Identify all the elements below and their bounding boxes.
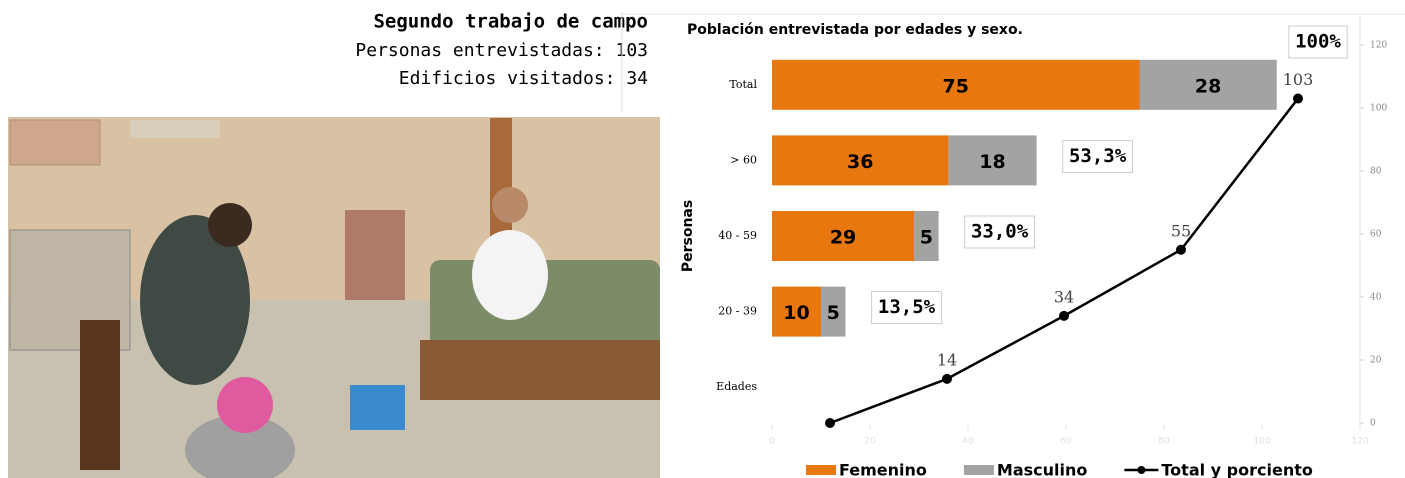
legend-label: Total y porciento	[1161, 461, 1312, 478]
photo-toy	[350, 385, 405, 430]
photo-sofa-frame	[420, 340, 660, 400]
bar-label: 18	[979, 151, 1005, 173]
x-tick-label: 60	[1060, 437, 1072, 447]
photo-person	[472, 230, 548, 320]
y-tick-label: Total	[729, 78, 757, 91]
bar-label: 75	[943, 75, 969, 97]
legend-marker	[1137, 466, 1145, 474]
header-title: Segundo trabajo de campo	[373, 11, 648, 33]
line-label: 14	[937, 350, 957, 369]
y-axis-title: Personas	[680, 200, 696, 272]
page: Segundo trabajo de campo Personas entrev…	[0, 0, 1405, 478]
bar-label: 10	[783, 302, 809, 324]
photo-chair	[80, 320, 120, 470]
bar-label: 5	[920, 227, 933, 249]
annotation: 100%	[1295, 31, 1341, 53]
header-line: Edificios visitados: 34	[399, 68, 648, 89]
chart-title: Población entrevistada por edades y sexo…	[687, 22, 1023, 38]
header-line: Personas entrevistadas: 103	[355, 40, 648, 61]
y2-tick-label: 20	[1370, 356, 1382, 366]
y2-tick-label: 80	[1370, 167, 1382, 177]
annotation: 53,3%	[1069, 145, 1127, 167]
y-tick-label: > 60	[730, 153, 757, 166]
photo-person-head	[208, 203, 252, 247]
line-point	[1059, 311, 1069, 321]
photo-frame	[10, 120, 100, 165]
y2-tick-label: 40	[1370, 293, 1382, 303]
line-label: 103	[1283, 70, 1314, 89]
line-point	[1293, 94, 1303, 104]
annotation: 33,0%	[971, 221, 1029, 243]
screen: Segundo trabajo de campo Personas entrev…	[0, 0, 1405, 478]
x-tick-label: 0	[769, 437, 775, 447]
x-tick-label: 40	[962, 437, 974, 447]
x-tick-label: 100	[1253, 437, 1270, 447]
photo	[8, 117, 660, 478]
legend-swatch	[806, 465, 836, 475]
bar-label: 36	[847, 151, 873, 173]
line-label: 34	[1054, 287, 1074, 306]
y-tick-label: 40 - 59	[718, 229, 757, 242]
line-point	[942, 374, 952, 384]
x-tick-label: 20	[864, 437, 876, 447]
bar-label: 29	[830, 227, 856, 249]
photo-frame	[130, 120, 220, 138]
photo-chair	[345, 210, 405, 300]
line-point	[1176, 245, 1186, 255]
bar-label: 5	[827, 302, 840, 324]
x-tick-label: 80	[1158, 437, 1170, 447]
photo-person-head	[492, 187, 528, 223]
photo-flowers	[217, 377, 273, 433]
annotation: 13,5%	[878, 296, 936, 318]
y2-tick-label: 100	[1370, 104, 1387, 114]
y2-tick-label: 0	[1370, 419, 1376, 429]
legend-swatch	[964, 465, 994, 475]
bar-label: 28	[1195, 75, 1221, 97]
y2-tick-label: 120	[1370, 41, 1387, 51]
legend-label: Femenino	[839, 461, 927, 478]
legend-label: Masculino	[997, 461, 1087, 478]
y-tick-label: Edades	[716, 380, 757, 393]
y2-tick-label: 60	[1370, 230, 1382, 240]
y-tick-label: 20 - 39	[718, 305, 757, 318]
x-tick-label: 120	[1351, 437, 1368, 447]
line-point	[825, 418, 835, 428]
line-label: 55	[1171, 221, 1191, 240]
